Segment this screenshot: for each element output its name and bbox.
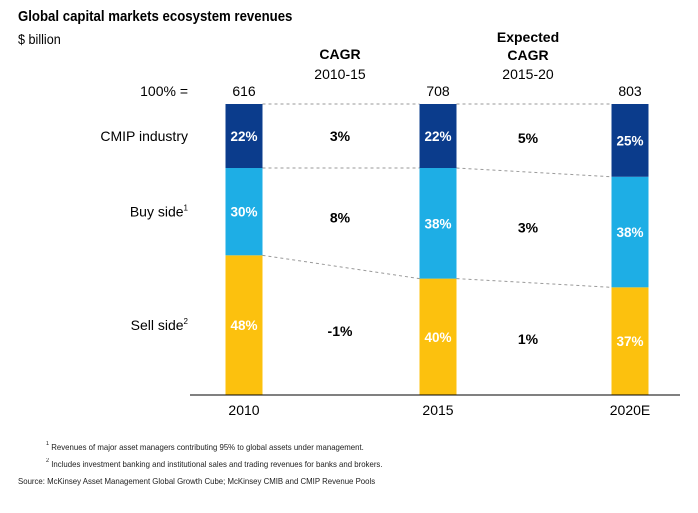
- series-label-cmip-industry: CMIP industry: [100, 128, 188, 144]
- cagr-value-2015-20-buy-side: 3%: [518, 220, 539, 236]
- data-label-sell-side-2015: 40%: [424, 330, 451, 345]
- chart-title: Global capital markets ecosystem revenue…: [18, 8, 293, 25]
- category-label-2010: 2010: [228, 402, 259, 418]
- data-label-sell-side-2020e: 37%: [616, 334, 643, 349]
- total-label-2015: 708: [426, 83, 450, 99]
- footnote-1: 1 Revenues of major asset managers contr…: [46, 441, 364, 452]
- cagr-header-2-line-2: CAGR: [507, 47, 548, 63]
- bar-buy-side-2010: [225, 168, 263, 256]
- cagr-header-2-line-1: Expected: [497, 29, 559, 45]
- bar-sell-side-2015: [419, 278, 457, 395]
- cagr-value-2015-20-cmip-industry: 5%: [518, 130, 539, 146]
- bar-sell-side-2020e: [611, 287, 649, 395]
- bar-sell-side-2010: [225, 255, 263, 395]
- data-label-cmip-industry-2015: 22%: [424, 129, 451, 144]
- connector-line-1-3: [262, 254, 420, 280]
- footnote-mark-sell-side: 2: [184, 317, 189, 326]
- total-label-2010: 616: [232, 83, 256, 99]
- connector-line-2-3: [456, 278, 612, 288]
- cagr-value-2010-15-sell-side: -1%: [328, 323, 353, 339]
- data-label-buy-side-2015: 38%: [424, 216, 451, 231]
- total-row-label: 100% =: [140, 83, 188, 99]
- bar-cmip-industry-2015: [419, 104, 457, 169]
- bar-buy-side-2015: [419, 168, 457, 279]
- bar-buy-side-2020e: [611, 176, 649, 288]
- cagr-value-2015-20-sell-side: 1%: [518, 331, 539, 347]
- cagr-header-1-line-2: 2010-15: [314, 66, 366, 82]
- data-label-sell-side-2010: 48%: [230, 318, 257, 333]
- connector-line-2-2: [456, 167, 612, 178]
- cagr-header-1-line-1: CAGR: [319, 46, 360, 62]
- cagr-value-2010-15-cmip-industry: 3%: [330, 128, 351, 144]
- bar-cmip-industry-2020e: [611, 104, 649, 177]
- chart-subtitle: $ billion: [18, 31, 61, 47]
- cagr-value-2010-15-buy-side: 8%: [330, 209, 351, 225]
- data-label-buy-side-2010: 30%: [230, 205, 257, 220]
- bar-cmip-industry-2010: [225, 104, 263, 169]
- footnote-2: 2 Includes investment banking and instit…: [46, 458, 383, 469]
- series-label-buy-side: Buy side1: [130, 204, 189, 220]
- cagr-header-2-line-3: 2015-20: [502, 66, 554, 82]
- source-note: Source: McKinsey Asset Management Global…: [18, 476, 376, 486]
- footnote-mark-buy-side: 1: [184, 204, 189, 213]
- category-label-2015: 2015: [422, 402, 453, 418]
- data-label-cmip-industry-2010: 22%: [230, 129, 257, 144]
- total-label-2020e: 803: [618, 83, 642, 99]
- series-label-sell-side: Sell side2: [131, 317, 189, 333]
- category-label-2020e: 2020E: [610, 402, 650, 418]
- data-label-cmip-industry-2020e: 25%: [616, 133, 643, 148]
- data-label-buy-side-2020e: 38%: [616, 225, 643, 240]
